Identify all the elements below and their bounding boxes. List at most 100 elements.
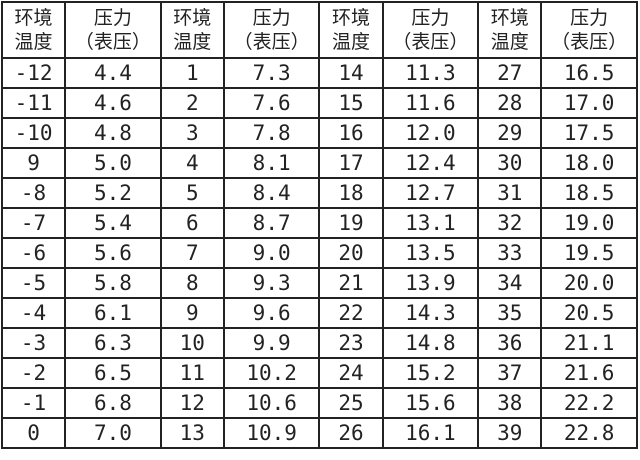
table-row: -5 5.8 8 9.3 21 13.9 34 20.0 xyxy=(0,267,638,299)
temperature-cell: 39 xyxy=(477,417,543,449)
header-row: 环境 温度 压力 （表压） 环境 温度 压力 （表压） 环境 温度 压力 （表压） 环境 温度 压力 （表压） xyxy=(0,1,638,59)
temperature-cell: 31 xyxy=(477,177,543,209)
pressure-cell: 18.0 xyxy=(540,147,638,179)
pressure-cell: 17.0 xyxy=(540,87,638,119)
table-row: -6 5.6 7 9.0 20 13.5 33 19.5 xyxy=(0,237,638,269)
pressure-cell: 6.5 xyxy=(64,357,162,389)
temperature-cell: 15 xyxy=(318,87,384,119)
pressure-cell: 7.0 xyxy=(64,417,162,449)
pressure-cell: 20.0 xyxy=(540,267,638,299)
pressure-cell: 22.2 xyxy=(540,387,638,419)
temperature-cell: -7 xyxy=(0,207,67,239)
temperature-cell: -5 xyxy=(0,267,67,299)
header-line: 压力 xyxy=(252,7,291,29)
pressure-cell: 12.7 xyxy=(381,177,480,209)
temperature-cell: 23 xyxy=(318,327,384,359)
pressure-cell: 13.5 xyxy=(381,237,480,269)
temperature-pressure-table: 环境 温度 压力 （表压） 环境 温度 压力 （表压） 环境 温度 压力 （表压） 环境 温度 压力 （表压）… xyxy=(0,1,638,449)
temperature-cell: 32 xyxy=(477,207,543,239)
table-row: -10 4.8 3 7.8 16 12.0 29 17.5 xyxy=(0,117,638,149)
pressure-cell: 7.8 xyxy=(222,117,321,149)
table-row: -2 6.5 11 10.2 24 15.2 37 21.6 xyxy=(0,357,638,389)
temperature-cell: 30 xyxy=(477,147,543,179)
temperature-cell: 4 xyxy=(159,147,225,179)
temperature-cell: 21 xyxy=(318,267,384,299)
pressure-cell: 19.0 xyxy=(540,207,638,239)
temperature-cell: 1 xyxy=(159,57,225,89)
pressure-cell: 8.4 xyxy=(222,177,321,209)
pressure-cell: 4.4 xyxy=(64,57,162,89)
pressure-cell: 8.7 xyxy=(222,207,321,239)
temperature-cell: -11 xyxy=(0,87,67,119)
temperature-cell: 22 xyxy=(318,297,384,329)
pressure-cell: 10.6 xyxy=(222,387,321,419)
pressure-cell: 22.8 xyxy=(540,417,638,449)
pressure-cell: 10.2 xyxy=(222,357,321,389)
temperature-cell: 5 xyxy=(159,177,225,209)
temperature-cell: 29 xyxy=(477,117,543,149)
temperature-cell: 7 xyxy=(159,237,225,269)
pressure-cell: 5.6 xyxy=(64,237,162,269)
temperature-cell: -8 xyxy=(0,177,67,209)
header-line: 温度 xyxy=(332,31,371,53)
pressure-cell: 21.6 xyxy=(540,357,638,389)
temperature-cell: 25 xyxy=(318,387,384,419)
table-row: -12 4.4 1 7.3 14 11.3 27 16.5 xyxy=(0,57,638,89)
temperature-cell: 16 xyxy=(318,117,384,149)
header-pressure: 压力 （表压） xyxy=(540,1,638,59)
temperature-cell: 2 xyxy=(159,87,225,119)
header-line: 温度 xyxy=(14,31,53,53)
header-temperature: 环境 温度 xyxy=(0,1,67,59)
header-line: （表压） xyxy=(74,31,151,53)
temperature-cell: 17 xyxy=(318,147,384,179)
pressure-cell: 15.6 xyxy=(381,387,480,419)
pressure-cell: 6.1 xyxy=(64,297,162,329)
header-line: 温度 xyxy=(173,31,212,53)
header-temperature: 环境 温度 xyxy=(477,1,543,59)
pressure-cell: 9.0 xyxy=(222,237,321,269)
pressure-cell: 8.1 xyxy=(222,147,321,179)
temperature-cell: 27 xyxy=(477,57,543,89)
header-temperature: 环境 温度 xyxy=(159,1,225,59)
pressure-cell: 21.1 xyxy=(540,327,638,359)
pressure-cell: 14.8 xyxy=(381,327,480,359)
temperature-cell: -1 xyxy=(0,387,67,419)
temperature-cell: 0 xyxy=(0,417,67,449)
pressure-cell: 13.9 xyxy=(381,267,480,299)
temperature-cell: 19 xyxy=(318,207,384,239)
pressure-cell: 5.2 xyxy=(64,177,162,209)
temperature-cell: -6 xyxy=(0,237,67,269)
pressure-cell: 5.8 xyxy=(64,267,162,299)
table-row: -11 4.6 2 7.6 15 11.6 28 17.0 xyxy=(0,87,638,119)
table-row: -3 6.3 10 9.9 23 14.8 36 21.1 xyxy=(0,327,638,359)
header-line: （表压） xyxy=(392,31,469,53)
table-row: 9 5.0 4 8.1 17 12.4 30 18.0 xyxy=(0,147,638,179)
pressure-cell: 9.9 xyxy=(222,327,321,359)
pressure-cell: 14.3 xyxy=(381,297,480,329)
temperature-cell: -12 xyxy=(0,57,67,89)
header-line: 压力 xyxy=(93,7,132,29)
temperature-cell: 26 xyxy=(318,417,384,449)
temperature-cell: 9 xyxy=(159,297,225,329)
header-line: 环境 xyxy=(490,7,529,29)
temperature-cell: 36 xyxy=(477,327,543,359)
header-pressure: 压力 （表压） xyxy=(222,1,321,59)
header-line: 压力 xyxy=(570,7,609,29)
table-row: -8 5.2 5 8.4 18 12.7 31 18.5 xyxy=(0,177,638,209)
pressure-cell: 4.8 xyxy=(64,117,162,149)
table-row: 0 7.0 13 10.9 26 16.1 39 22.8 xyxy=(0,417,638,449)
pressure-cell: 20.5 xyxy=(540,297,638,329)
temperature-cell: 38 xyxy=(477,387,543,419)
pressure-cell: 9.3 xyxy=(222,267,321,299)
temperature-cell: 14 xyxy=(318,57,384,89)
pressure-cell: 15.2 xyxy=(381,357,480,389)
temperature-cell: -2 xyxy=(0,357,67,389)
temperature-cell: 37 xyxy=(477,357,543,389)
header-line: 环境 xyxy=(173,7,212,29)
temperature-cell: 24 xyxy=(318,357,384,389)
temperature-cell: 6 xyxy=(159,207,225,239)
pressure-cell: 12.0 xyxy=(381,117,480,149)
header-line: 温度 xyxy=(490,31,529,53)
pressure-cell: 11.6 xyxy=(381,87,480,119)
header-pressure: 压力 （表压） xyxy=(64,1,162,59)
